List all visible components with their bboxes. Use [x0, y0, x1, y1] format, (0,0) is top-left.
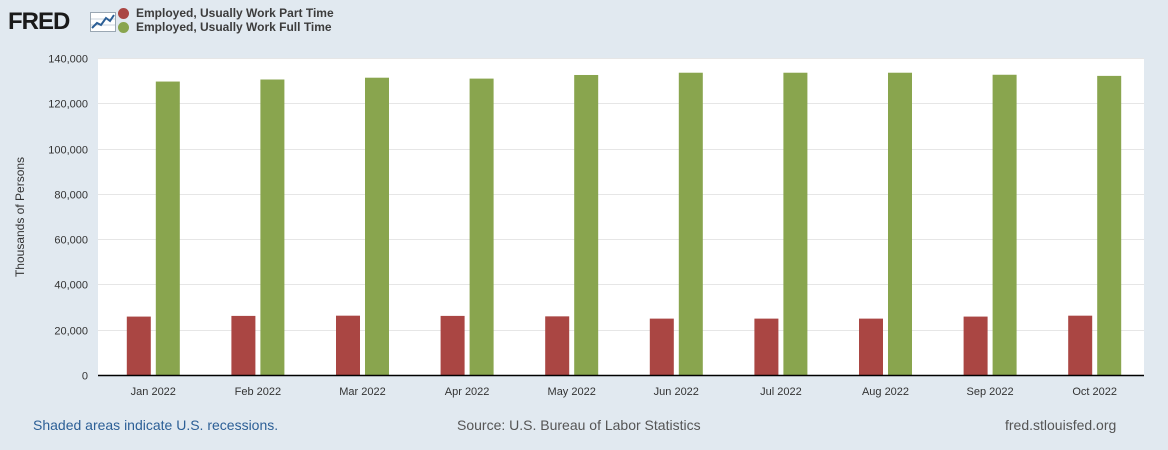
bar-part-time[interactable] [126, 316, 151, 375]
x-tick-label: Aug 2022 [862, 386, 909, 398]
bar-full-time[interactable] [678, 72, 703, 375]
bar-part-time[interactable] [545, 316, 570, 375]
fred-graph-icon [90, 12, 116, 32]
bar-full-time[interactable] [783, 72, 808, 375]
source-text: Source: U.S. Bureau of Labor Statistics [457, 417, 701, 433]
legend-item-full-time[interactable]: Employed, Usually Work Full Time [118, 20, 334, 34]
recessions-note-link[interactable]: Shaded areas indicate U.S. recessions. [33, 417, 279, 433]
bar-part-time[interactable] [859, 318, 883, 375]
legend: Employed, Usually Work Part Time Employe… [118, 6, 334, 34]
bar-part-time[interactable] [231, 315, 256, 375]
fred-logo[interactable]: FRED [8, 8, 118, 38]
bar-full-time[interactable] [574, 74, 599, 375]
bar-full-time[interactable] [260, 79, 285, 375]
x-tick-label: Oct 2022 [1072, 386, 1117, 398]
y-tick-label: 140,000 [48, 54, 88, 66]
bar-part-time[interactable] [963, 316, 988, 375]
y-tick-label: 0 [82, 371, 88, 383]
bar-part-time[interactable] [1068, 315, 1093, 375]
bar-full-time[interactable] [469, 78, 494, 375]
legend-dot-full-time [118, 21, 129, 33]
fred-logo-text: FRED [8, 8, 70, 35]
x-tick-label: Sep 2022 [967, 386, 1014, 398]
bar-full-time[interactable] [155, 81, 180, 375]
bar-part-time[interactable] [754, 318, 779, 375]
x-tick-label: Jul 2022 [760, 386, 802, 398]
bar-full-time[interactable] [1097, 75, 1122, 376]
x-tick-label: Apr 2022 [445, 386, 490, 398]
bar-part-time[interactable] [649, 318, 674, 375]
legend-label-full-time: Employed, Usually Work Full Time [136, 20, 332, 34]
x-tick-label: Feb 2022 [235, 386, 281, 398]
bars [126, 72, 1122, 376]
bar-part-time[interactable] [440, 315, 465, 375]
bar-full-time[interactable] [888, 72, 912, 375]
site-link[interactable]: fred.stlouisfed.org [1005, 417, 1117, 433]
bar-part-time[interactable] [336, 315, 360, 375]
legend-item-part-time[interactable]: Employed, Usually Work Part Time [118, 6, 334, 20]
x-tick-label: Jun 2022 [654, 386, 699, 398]
y-tick-label: 20,000 [54, 326, 88, 338]
x-axis-ticks: Jan 2022 Feb 2022 Mar 2022 Apr 2022 May 2022… [131, 386, 1117, 398]
y-tick-label: 40,000 [54, 280, 88, 292]
y-tick-label: 120,000 [48, 99, 88, 111]
bar-full-time[interactable] [992, 74, 1017, 376]
x-tick-label: May 2022 [548, 386, 596, 398]
bar-full-time[interactable] [365, 77, 389, 376]
y-axis-label: Thousands of Persons [13, 157, 27, 277]
x-tick-label: Mar 2022 [339, 386, 385, 398]
y-tick-label: 100,000 [48, 145, 88, 157]
y-tick-label: 60,000 [54, 235, 88, 247]
y-tick-label: 80,000 [54, 190, 88, 202]
legend-dot-part-time [118, 7, 129, 19]
bar-chart: 0 20,000 40,000 60,000 80,000 100,000 120,000 1… [13, 54, 1144, 398]
legend-label-part-time: Employed, Usually Work Part Time [136, 6, 334, 20]
x-tick-label: Jan 2022 [131, 386, 176, 398]
y-axis-ticks: 0 20,000 40,000 60,000 80,000 100,000 120,000 1… [48, 54, 88, 383]
